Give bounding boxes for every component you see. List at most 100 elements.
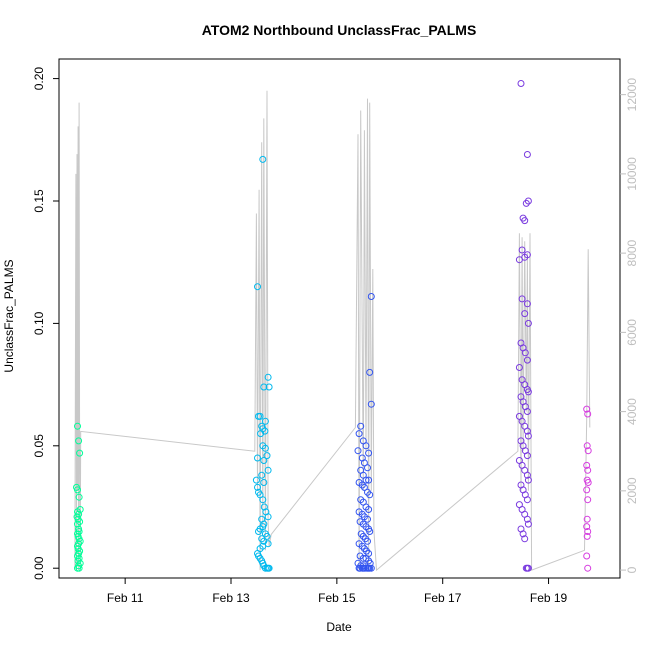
- y-tick-label: 0.20: [32, 67, 46, 91]
- data-point: [260, 503, 268, 511]
- data-point: [365, 506, 373, 513]
- x-tick-label: Feb 13: [212, 591, 250, 605]
- data-point: [364, 464, 371, 472]
- y2-tick-label: 12000: [625, 78, 639, 112]
- secondary-y-axis: 0 2000 4000 6000 8000 10000 12000: [620, 78, 639, 573]
- y2-tick-label: 4000: [625, 398, 639, 425]
- data-point: [360, 459, 368, 467]
- data-point: [260, 457, 268, 464]
- data-point: [521, 535, 529, 543]
- data-point: [583, 486, 591, 494]
- data-point: [365, 449, 373, 457]
- x-tick-label: Feb 11: [107, 591, 144, 605]
- data-point: [354, 447, 362, 455]
- data-point: [518, 295, 526, 303]
- data-point: [583, 552, 591, 560]
- data-point: [515, 256, 523, 264]
- y-tick-label: 0.15: [32, 189, 46, 213]
- data-point: [355, 430, 363, 438]
- data-point: [365, 476, 373, 484]
- data-point: [75, 437, 83, 445]
- data-point: [359, 564, 367, 572]
- data-point: [521, 217, 529, 225]
- y2-tick-label: 6000: [625, 319, 639, 346]
- data-point: [583, 442, 591, 450]
- data-point: [74, 520, 81, 528]
- data-point: [265, 564, 273, 572]
- data-point: [523, 427, 531, 435]
- altitude-line-layer: [74, 90, 591, 572]
- data-point: [523, 471, 531, 479]
- data-point: [518, 246, 526, 254]
- points-layer: [73, 80, 592, 572]
- data-point: [523, 496, 531, 504]
- data-point: [524, 520, 532, 528]
- x-tick-label: Feb 17: [424, 591, 462, 605]
- data-point: [584, 528, 592, 535]
- data-point: [74, 422, 81, 430]
- x-tick-label: Feb 19: [530, 591, 568, 605]
- data-point: [264, 513, 272, 521]
- data-point: [367, 293, 375, 300]
- data-point: [524, 476, 532, 484]
- data-point: [584, 410, 592, 418]
- data-point: [76, 449, 84, 457]
- data-point: [583, 515, 591, 523]
- data-point: [584, 447, 592, 455]
- data-point: [356, 564, 364, 572]
- data-point: [364, 515, 371, 523]
- y-tick-label: 0.05: [32, 434, 46, 458]
- y-axis: 0.00 0.05 0.10 0.15 0.20: [32, 67, 59, 580]
- data-point: [524, 432, 532, 440]
- data-point: [263, 452, 271, 460]
- data-point: [254, 483, 261, 491]
- data-point: [362, 442, 370, 450]
- data-point: [254, 283, 261, 291]
- y-tick-label: 0.10: [32, 311, 46, 335]
- data-point: [366, 528, 374, 535]
- data-point: [523, 515, 531, 523]
- data-point: [264, 373, 272, 381]
- data-point: [583, 523, 591, 531]
- x-tick-label: Feb 15: [318, 591, 356, 605]
- data-point: [522, 199, 530, 207]
- data-point: [584, 496, 592, 504]
- data-point: [523, 356, 531, 364]
- data-point: [75, 525, 83, 533]
- data-point: [367, 400, 375, 408]
- x-axis-label: Date: [326, 620, 352, 634]
- data-point: [261, 417, 269, 425]
- data-point: [584, 479, 592, 486]
- x-axis: Feb 11 Feb 13 Feb 15 Feb 17 Feb 19: [107, 578, 568, 605]
- data-point: [515, 364, 523, 371]
- data-point: [364, 537, 371, 545]
- data-point: [523, 251, 531, 259]
- data-point: [523, 151, 531, 158]
- data-point: [255, 528, 262, 535]
- data-point: [254, 454, 261, 462]
- data-point: [364, 564, 371, 572]
- data-point: [261, 444, 269, 452]
- data-point: [584, 466, 592, 474]
- data-point: [256, 412, 264, 420]
- data-point: [264, 466, 272, 474]
- data-point: [362, 476, 370, 484]
- data-point: [523, 408, 531, 415]
- data-point: [524, 319, 532, 327]
- data-point: [259, 155, 267, 163]
- y2-tick-label: 0: [625, 566, 639, 573]
- data-point: [265, 383, 273, 391]
- y2-tick-label: 10000: [625, 157, 639, 191]
- data-point: [74, 486, 81, 494]
- data-point: [366, 368, 374, 376]
- altitude-line: [74, 90, 591, 572]
- data-point: [583, 461, 591, 469]
- data-point: [521, 349, 529, 357]
- y-tick-label: 0.00: [32, 556, 46, 580]
- data-point: [75, 493, 83, 501]
- plot-frame: [58, 58, 621, 579]
- data-point: [260, 479, 268, 486]
- data-point: [259, 496, 267, 504]
- y2-tick-label: 8000: [625, 239, 639, 266]
